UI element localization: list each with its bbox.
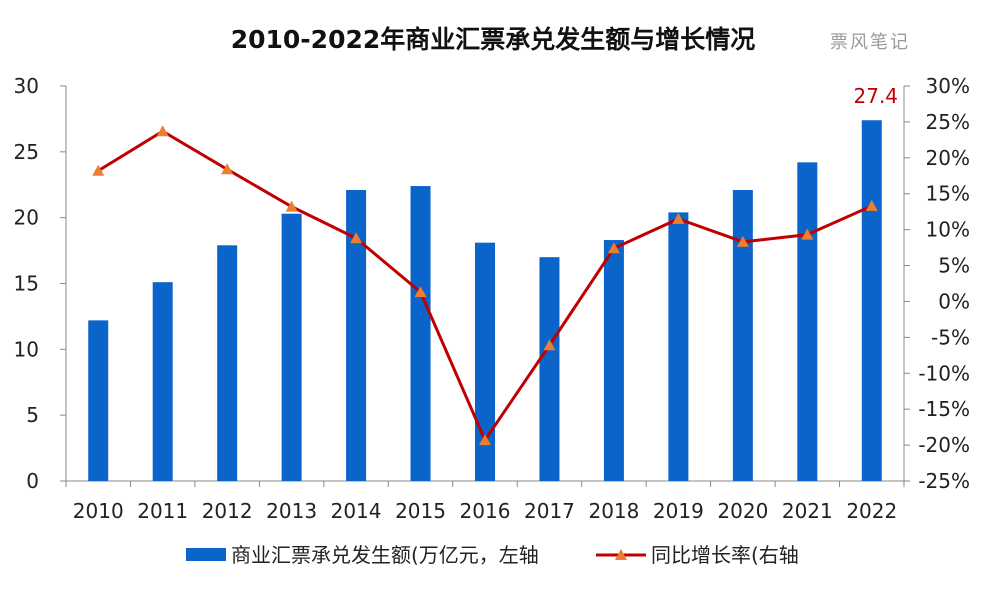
right-tick-label: 15% — [926, 182, 970, 206]
growth-rate-marker — [414, 286, 427, 298]
growth-rate-marker — [479, 434, 491, 446]
left-tick-label: 25 — [14, 140, 39, 164]
x-tick-label: 2022 — [846, 499, 897, 523]
watermark: 票风笔记 — [830, 32, 910, 53]
x-tick-label: 2020 — [717, 499, 768, 523]
right-tick-label: -5% — [931, 325, 970, 349]
right-tick-label: 30% — [926, 74, 970, 98]
growth-rate-marker — [543, 339, 556, 351]
legend-label-bar: 商业汇票承兑发生额(万亿元，左轴 — [231, 543, 539, 567]
bar — [346, 190, 367, 481]
bar — [281, 213, 302, 481]
growth-rate-marker — [350, 232, 363, 244]
growth-rate-marker — [607, 242, 620, 254]
bar — [152, 282, 173, 481]
bar — [539, 257, 560, 481]
right-tick-label: 10% — [926, 218, 970, 242]
bar — [88, 320, 109, 481]
bar — [603, 240, 624, 481]
bar — [861, 120, 882, 481]
x-tick-label: 2017 — [524, 499, 575, 523]
right-tick-label: 5% — [938, 254, 970, 278]
bar — [797, 162, 818, 481]
left-tick-label: 15 — [14, 272, 39, 296]
left-tick-label: 0 — [26, 469, 39, 493]
x-tick-label: 2012 — [202, 499, 253, 523]
x-tick-label: 2019 — [653, 499, 704, 523]
legend-swatch-bar — [186, 548, 226, 561]
x-tick-label: 2015 — [395, 499, 446, 523]
left-tick-label: 10 — [14, 337, 39, 361]
legend-label-line: 同比增长率(右轴 — [651, 543, 799, 567]
bar — [217, 245, 238, 481]
right-tick-label: 20% — [926, 146, 970, 170]
x-tick-label: 2016 — [460, 499, 511, 523]
growth-rate-marker — [801, 228, 814, 240]
growth-rate-marker — [736, 235, 749, 247]
data-label: 27.4 — [854, 84, 899, 108]
left-tick-label: 20 — [14, 206, 39, 230]
growth-rate-marker — [221, 163, 234, 175]
right-tick-label: -15% — [918, 397, 970, 421]
x-tick-label: 2014 — [331, 499, 382, 523]
right-tick-label: -10% — [918, 361, 970, 385]
growth-rate-marker — [865, 199, 878, 211]
x-tick-label: 2013 — [266, 499, 317, 523]
right-tick-label: 0% — [938, 289, 970, 313]
x-tick-label: 2021 — [782, 499, 833, 523]
left-tick-label: 5 — [26, 403, 39, 427]
growth-rate-marker — [285, 200, 298, 212]
bar — [410, 186, 431, 482]
growth-rate-marker — [672, 212, 685, 224]
right-tick-label: 25% — [926, 110, 970, 134]
x-tick-label: 2010 — [73, 499, 124, 523]
bar — [732, 190, 753, 481]
legend-swatch-marker — [615, 549, 627, 560]
right-tick-label: -20% — [918, 433, 970, 457]
chart-title: 2010-2022年商业汇票承兑发生额与增长情况 — [230, 25, 756, 54]
right-tick-label: -25% — [918, 469, 970, 493]
growth-rate-marker — [92, 164, 105, 176]
left-tick-label: 30 — [14, 74, 39, 98]
bar — [475, 242, 495, 481]
x-tick-label: 2018 — [588, 499, 639, 523]
bar — [668, 212, 689, 481]
growth-rate-marker — [156, 125, 169, 137]
x-tick-label: 2011 — [137, 499, 188, 523]
